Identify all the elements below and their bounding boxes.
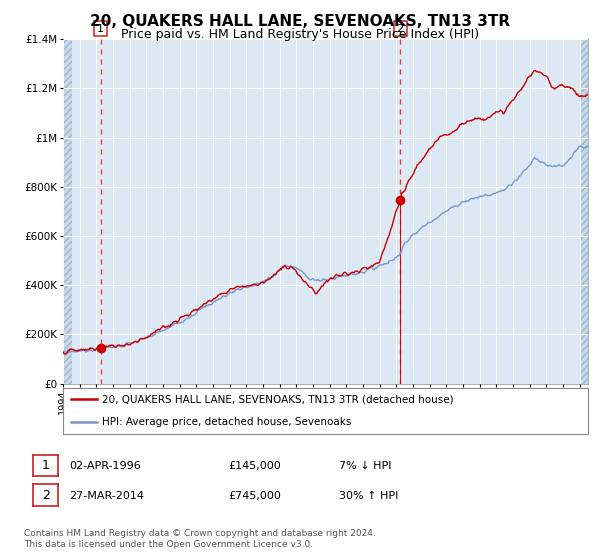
Text: 20, QUAKERS HALL LANE, SEVENOAKS, TN13 3TR (detached house): 20, QUAKERS HALL LANE, SEVENOAKS, TN13 3… — [103, 394, 454, 404]
Text: HPI: Average price, detached house, Sevenoaks: HPI: Average price, detached house, Seve… — [103, 417, 352, 427]
Bar — [580, 39, 592, 384]
Text: 30% ↑ HPI: 30% ↑ HPI — [339, 491, 398, 501]
Text: Contains HM Land Registry data © Crown copyright and database right 2024.
This d: Contains HM Land Registry data © Crown c… — [24, 529, 376, 549]
Text: 1: 1 — [41, 459, 50, 472]
Text: 02-APR-1996: 02-APR-1996 — [69, 461, 141, 471]
Text: Price paid vs. HM Land Registry's House Price Index (HPI): Price paid vs. HM Land Registry's House … — [121, 28, 479, 41]
Text: 2: 2 — [397, 24, 404, 34]
Bar — [63, 39, 72, 384]
Text: £745,000: £745,000 — [228, 491, 281, 501]
Text: 1: 1 — [97, 24, 104, 34]
Text: 27-MAR-2014: 27-MAR-2014 — [69, 491, 144, 501]
Text: 7% ↓ HPI: 7% ↓ HPI — [339, 461, 391, 471]
Text: £145,000: £145,000 — [228, 461, 281, 471]
Text: 20, QUAKERS HALL LANE, SEVENOAKS, TN13 3TR: 20, QUAKERS HALL LANE, SEVENOAKS, TN13 3… — [90, 14, 510, 29]
Text: 2: 2 — [41, 488, 50, 502]
